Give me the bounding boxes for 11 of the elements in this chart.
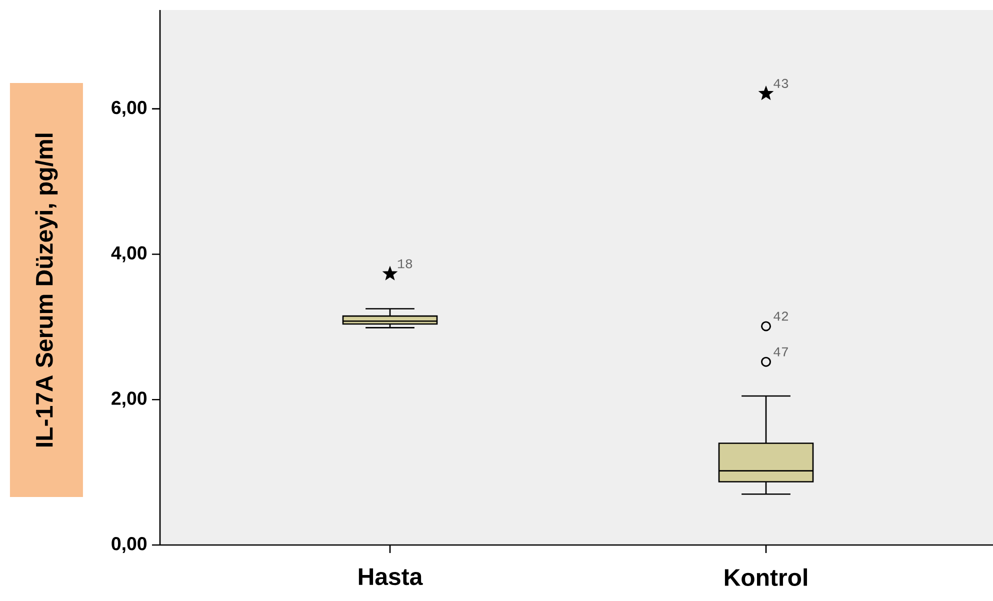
annotation: 42	[774, 312, 788, 321]
x-tick-label: Kontrol	[724, 568, 807, 586]
y-tick-label: 6,00	[112, 100, 147, 117]
annotation: 18	[398, 259, 412, 268]
y-tick-label: 4,00	[111, 246, 147, 262]
y-tick-label: 2,00	[112, 392, 147, 408]
y-tick-label: 0,00	[112, 537, 147, 553]
annotation: 43	[774, 78, 788, 88]
x-tick-label: Hasta	[358, 568, 423, 586]
y-axis-title: IL-17A Serum Düzeyi, pg/ml	[35, 134, 58, 446]
annotation: 47	[774, 347, 788, 356]
